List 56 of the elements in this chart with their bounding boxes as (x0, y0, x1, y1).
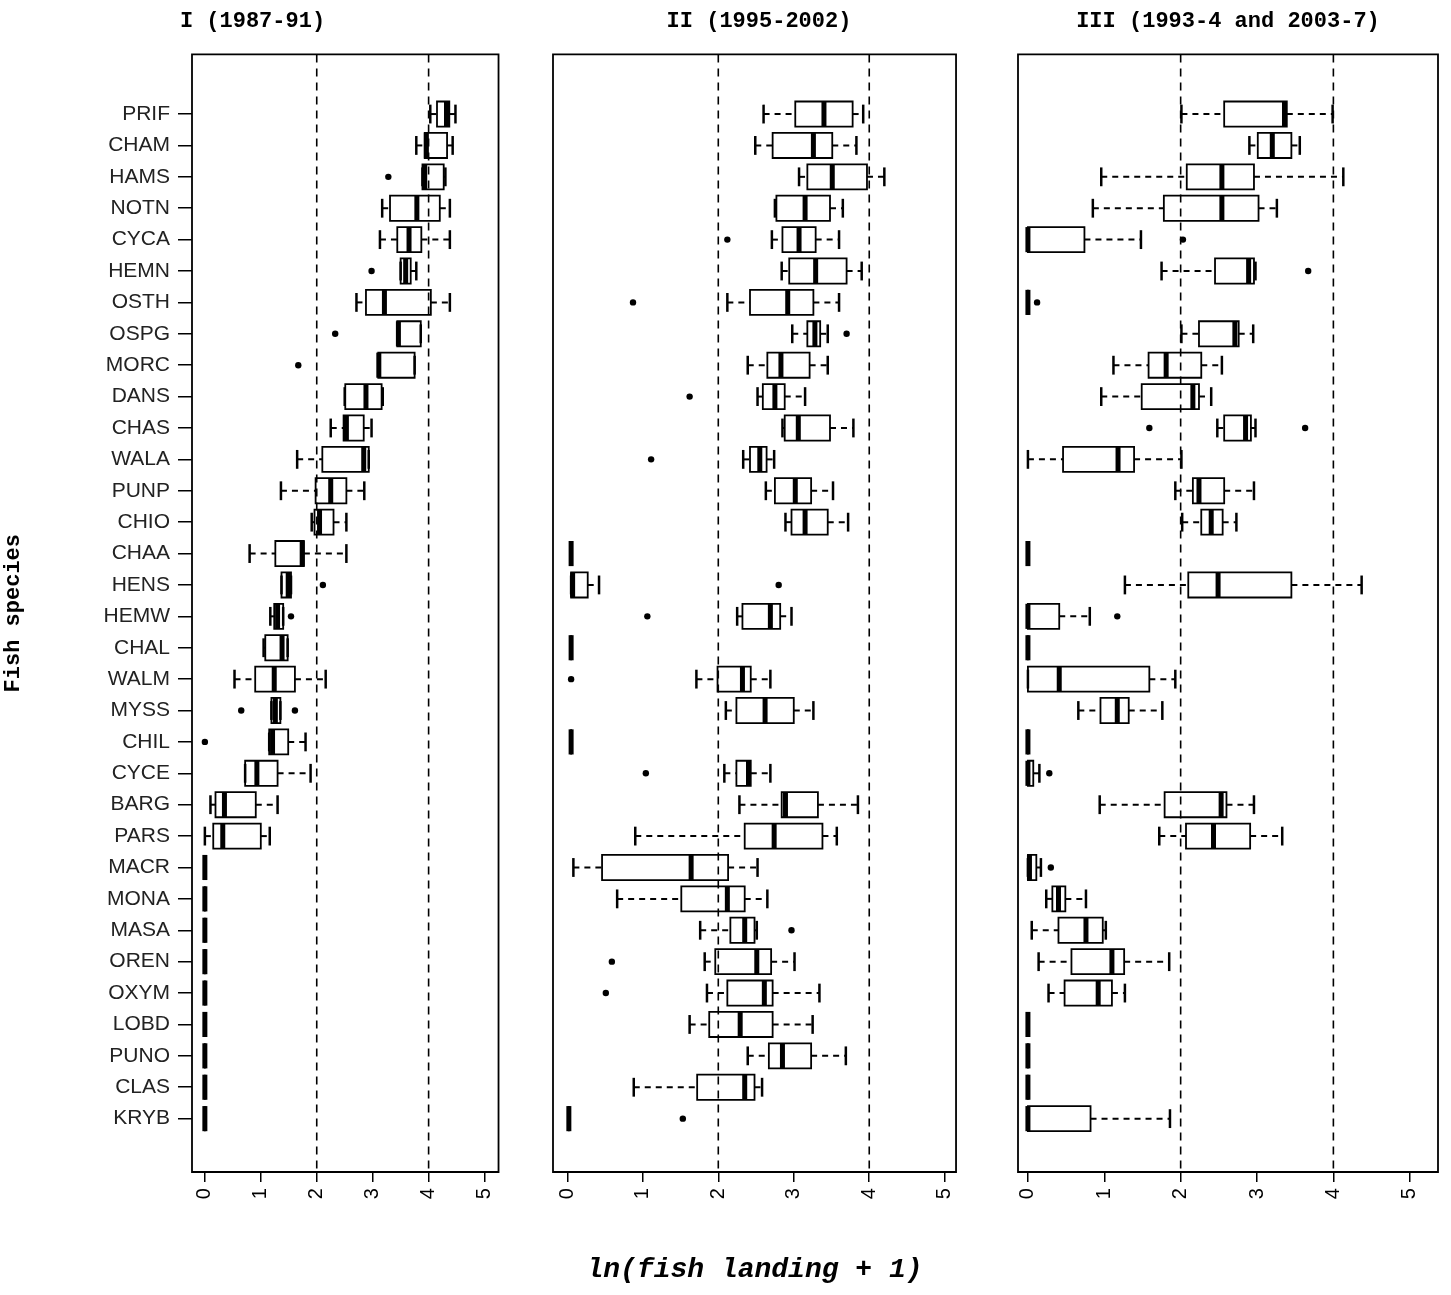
x-tick-label: 3 (360, 1188, 383, 1200)
y-tick-label: KRYB (113, 1105, 170, 1129)
y-tick-label: CYCA (111, 226, 170, 250)
y-tick-label: OREN (109, 948, 170, 972)
y-tick-label: MORC (105, 351, 170, 375)
x-tick-label: 5 (472, 1188, 495, 1200)
x-tick-label: 2 (1168, 1188, 1191, 1200)
y-tick-label: OSTH (111, 289, 170, 313)
x-tick-label: 3 (1244, 1188, 1267, 1200)
y-tick-label: CHAS (111, 414, 170, 438)
x-tick-label: 1 (1091, 1188, 1114, 1200)
y-tick-label: DANS (111, 383, 170, 407)
y-tick-label: CHAM (108, 132, 170, 156)
y-tick-label: WALA (111, 446, 170, 470)
y-tick-label: HAMS (109, 163, 170, 187)
y-tick-label: PUNO (109, 1042, 170, 1066)
y-tick-label: MONA (107, 885, 170, 909)
y-tick-label: MACR (108, 854, 170, 878)
y-tick-label: CYCE (111, 760, 170, 784)
y-tick-label: OXYM (108, 979, 170, 1003)
x-tick-label: 2 (705, 1188, 728, 1200)
y-tick-label: BARG (110, 791, 170, 815)
y-tick-label: HEMW (103, 603, 171, 627)
chart-title: III (1993-4 and 2003-7) (1076, 8, 1380, 34)
x-tick-label: 4 (1320, 1188, 1343, 1200)
x-tick-label: 5 (1397, 1188, 1420, 1200)
y-tick-label: CHAL (113, 634, 170, 658)
y-tick-label: LOBD (112, 1011, 170, 1035)
chart-title: I (1987-91) (179, 8, 326, 34)
y-axis-title: Fish species (0, 533, 26, 693)
y-tick-label: PARS (114, 822, 170, 846)
y-tick-label: WALM (107, 665, 170, 689)
y-tick-label: CHAA (111, 540, 170, 564)
x-tick-label: 2 (304, 1188, 327, 1200)
y-tick-label: OSPG (109, 320, 170, 344)
x-tick-label: 0 (554, 1188, 577, 1200)
x-tick-label: 4 (856, 1188, 879, 1200)
y-tick-label: NOTN (110, 195, 170, 219)
y-tick-label: HENS (111, 571, 170, 595)
y-tick-label: HEMN (108, 257, 170, 281)
y-tick-label: CHIO (117, 508, 170, 532)
y-tick-label: CHIL (122, 728, 170, 752)
x-tick-label: 4 (416, 1188, 439, 1200)
x-tick-label: 1 (248, 1188, 271, 1200)
x-tick-label: 3 (781, 1188, 804, 1200)
y-tick-label: MYSS (110, 697, 170, 721)
y-tick-label: PUNP (111, 477, 170, 501)
y-tick-label: CLAS (115, 1074, 170, 1098)
x-axis-title: ln(fish landing + 1) (586, 1254, 923, 1286)
x-tick-label: 1 (630, 1188, 653, 1200)
y-tick-label: PRIF (122, 100, 170, 124)
x-tick-label: 0 (192, 1188, 215, 1200)
chart-title: II (1995-2002) (666, 8, 852, 34)
y-tick-label: MASA (110, 917, 170, 941)
x-tick-label: 0 (1015, 1188, 1038, 1200)
x-tick-label: 5 (932, 1188, 955, 1200)
